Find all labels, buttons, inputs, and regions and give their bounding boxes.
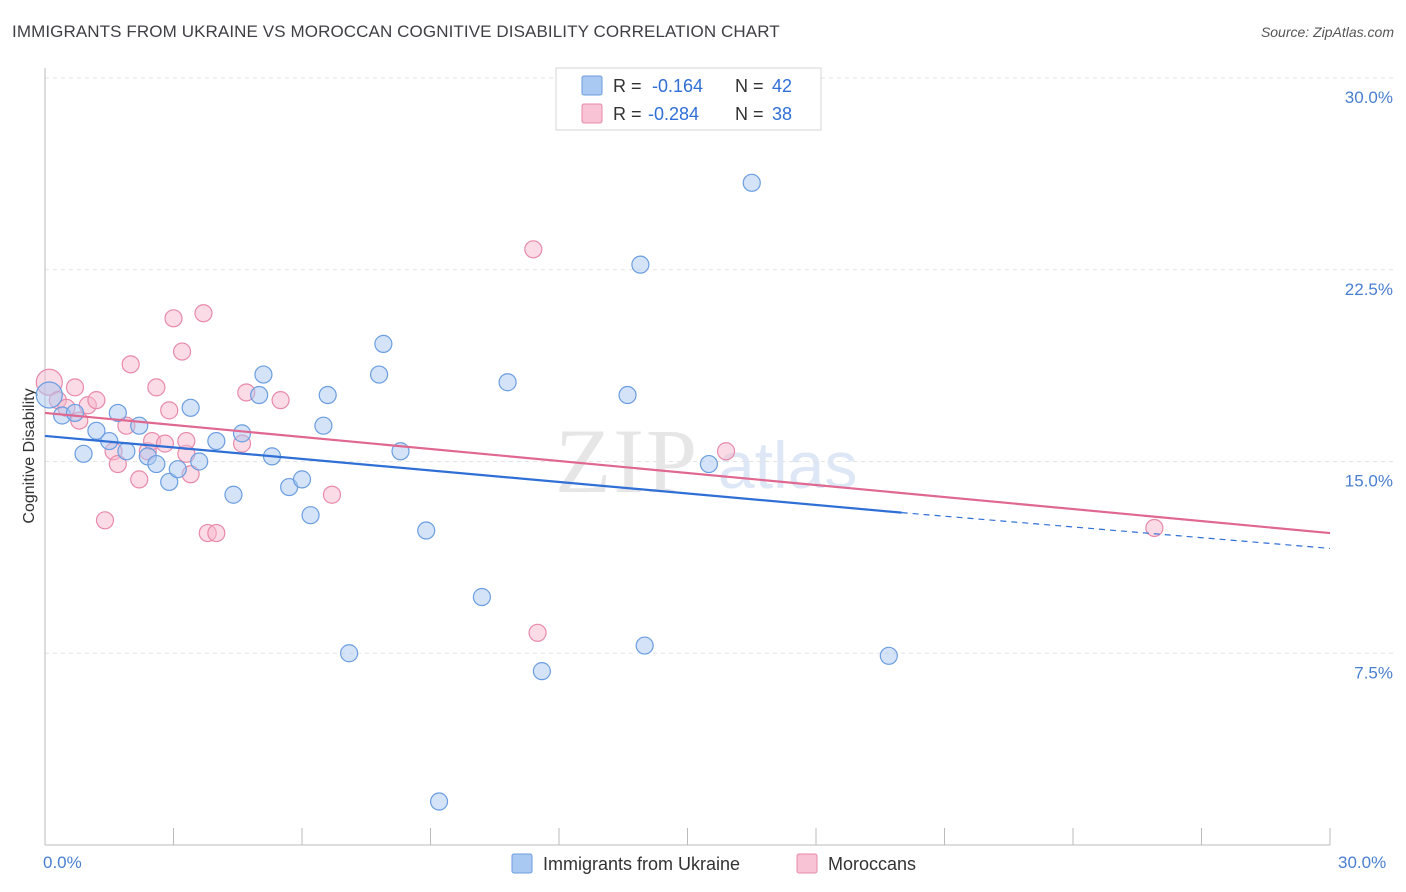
moroccan-point: [524, 240, 543, 259]
ukraine-point: [374, 334, 393, 353]
grid: [45, 77, 1393, 654]
ukraine-point: [301, 506, 320, 525]
ukraine-point: [130, 416, 149, 435]
moroccan-point: [147, 378, 166, 397]
moroccan-point: [95, 511, 115, 530]
ukraine-point: [117, 442, 136, 461]
moroccan-point: [207, 523, 226, 543]
moroccan-point: [164, 309, 183, 328]
legend-ukraine-n-value: 42: [772, 76, 792, 96]
ukraine-trend-extension: [901, 512, 1331, 550]
chart-source: Source: ZipAtlas.com: [1260, 24, 1394, 40]
ukraine-point: [254, 365, 273, 384]
ukraine-point: [429, 792, 449, 811]
ukraine-point: [250, 385, 269, 405]
ukraine-point: [108, 403, 127, 423]
legend-ukraine-r-value: -0.164: [652, 76, 703, 96]
ukraine-point: [87, 421, 106, 440]
y-tick-label: 15.0%: [1345, 472, 1393, 491]
watermark-zip: ZIP: [555, 410, 699, 512]
trend-lines: [44, 411, 1331, 550]
moroccan-point: [528, 623, 547, 642]
ukraine-point: [340, 644, 359, 663]
x-tick-label-min: 0.0%: [43, 853, 82, 872]
ukraine-point: [190, 452, 209, 471]
ukraine-point: [65, 403, 85, 423]
moroccan-point: [271, 391, 290, 410]
moroccan-point: [322, 485, 342, 504]
ukraine-point: [498, 373, 517, 392]
moroccan-point: [65, 378, 85, 397]
y-tick-label: 30.0%: [1345, 88, 1393, 107]
legend-ukraine-r-label: R =: [613, 76, 642, 96]
moroccan-point: [121, 355, 140, 374]
ukraine-point: [699, 454, 719, 474]
ukraine-point: [631, 255, 650, 274]
moroccan-point: [1145, 518, 1164, 538]
ukraine-point: [318, 385, 337, 405]
legend-moroccans-r-label: R =: [613, 104, 642, 124]
legend-moroccans-n-label: N =: [735, 104, 764, 124]
ukraine-point: [181, 398, 200, 417]
ukraine-point: [314, 416, 333, 435]
ukraine-point: [292, 470, 312, 489]
ukraine-point: [635, 636, 654, 655]
moroccan-point: [194, 304, 213, 323]
x-ticks: [173, 828, 1331, 845]
ukraine-points: [35, 173, 898, 811]
y-tick-label: 7.5%: [1354, 663, 1393, 682]
bottom-legend: Immigrants from Ukraine Moroccans: [511, 853, 916, 874]
ukraine-point: [618, 385, 637, 405]
ukraine-point: [74, 444, 93, 463]
y-axis-label: Cognitive Disability: [21, 388, 38, 523]
chart-title: IMMIGRANTS FROM UKRAINE VS MOROCCAN COGN…: [12, 22, 780, 41]
moroccan-point: [155, 434, 175, 453]
legend-swatch-ukraine: [581, 75, 603, 96]
ukraine-point: [160, 472, 179, 492]
moroccan-point: [160, 401, 179, 420]
ukraine-point: [207, 431, 226, 451]
ukraine-point: [417, 521, 436, 540]
moroccan-point: [716, 442, 736, 461]
bottom-legend-ukraine: Immigrants from Ukraine: [543, 854, 740, 874]
ukraine-trend-line: [44, 434, 902, 514]
ukraine-point: [879, 646, 898, 665]
bottom-legend-swatch-moroccans: [796, 853, 818, 874]
moroccan-point: [130, 470, 149, 489]
moroccan-point: [172, 342, 192, 361]
moroccan-points: [35, 240, 1164, 642]
ukraine-point: [232, 424, 252, 443]
moroccan-point: [87, 391, 106, 410]
bottom-legend-swatch-ukraine: [511, 853, 533, 874]
ukraine-point: [168, 460, 187, 479]
ukraine-point: [472, 587, 491, 607]
moroccan-point: [108, 454, 127, 474]
watermark-atlas: atlas: [718, 428, 857, 502]
ukraine-point: [35, 381, 63, 409]
legend-swatch-moroccans: [581, 103, 603, 124]
ukraine-point: [742, 173, 761, 192]
legend-ukraine-n-label: N =: [735, 76, 764, 96]
moroccan-trend-line: [44, 411, 1331, 535]
legend-box: R = -0.164 N = 42 R = -0.284 N = 38: [555, 67, 822, 131]
ukraine-point: [532, 662, 551, 681]
y-tick-labels: 7.5% 15.0% 22.5% 30.0%: [1345, 88, 1393, 682]
x-tick-label-max: 30.0%: [1338, 853, 1386, 872]
ukraine-point: [147, 454, 166, 474]
y-tick-label: 22.5%: [1345, 280, 1393, 299]
legend-moroccans-n-value: 38: [772, 104, 792, 124]
legend-moroccans-r-value: -0.284: [648, 104, 699, 124]
ukraine-point: [370, 365, 389, 384]
ukraine-point: [224, 485, 243, 504]
bottom-legend-moroccans: Moroccans: [828, 854, 916, 874]
